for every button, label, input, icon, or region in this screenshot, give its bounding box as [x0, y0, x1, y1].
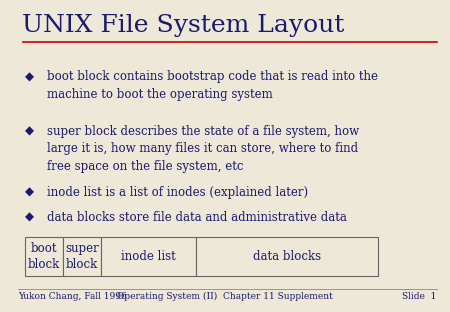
Text: data blocks: data blocks — [253, 250, 321, 263]
Text: inode list: inode list — [121, 250, 176, 263]
Bar — [63, 237, 101, 276]
Bar — [101, 237, 196, 276]
Text: data blocks store file data and administrative data: data blocks store file data and administ… — [47, 211, 347, 224]
Text: inode list is a list of inodes (explained later): inode list is a list of inodes (explaine… — [47, 186, 308, 199]
Text: Slide  1: Slide 1 — [402, 292, 436, 301]
Text: Operating System (II)  Chapter 11 Supplement: Operating System (II) Chapter 11 Supplem… — [117, 292, 333, 301]
Text: Yukon Chang, Fall 1996: Yukon Chang, Fall 1996 — [18, 292, 127, 301]
Text: ◆: ◆ — [25, 125, 34, 138]
Text: boot
block: boot block — [28, 242, 60, 271]
Text: boot block contains bootstrap code that is read into the
machine to boot the ope: boot block contains bootstrap code that … — [47, 70, 378, 101]
Text: UNIX File System Layout: UNIX File System Layout — [22, 14, 345, 37]
Text: ◆: ◆ — [25, 211, 34, 224]
Bar — [25, 237, 63, 276]
Text: super
block: super block — [65, 242, 99, 271]
Text: ◆: ◆ — [25, 186, 34, 199]
Text: ◆: ◆ — [25, 70, 34, 83]
Bar — [196, 237, 378, 276]
Text: super block describes the state of a file system, how
large it is, how many file: super block describes the state of a fil… — [47, 125, 360, 173]
